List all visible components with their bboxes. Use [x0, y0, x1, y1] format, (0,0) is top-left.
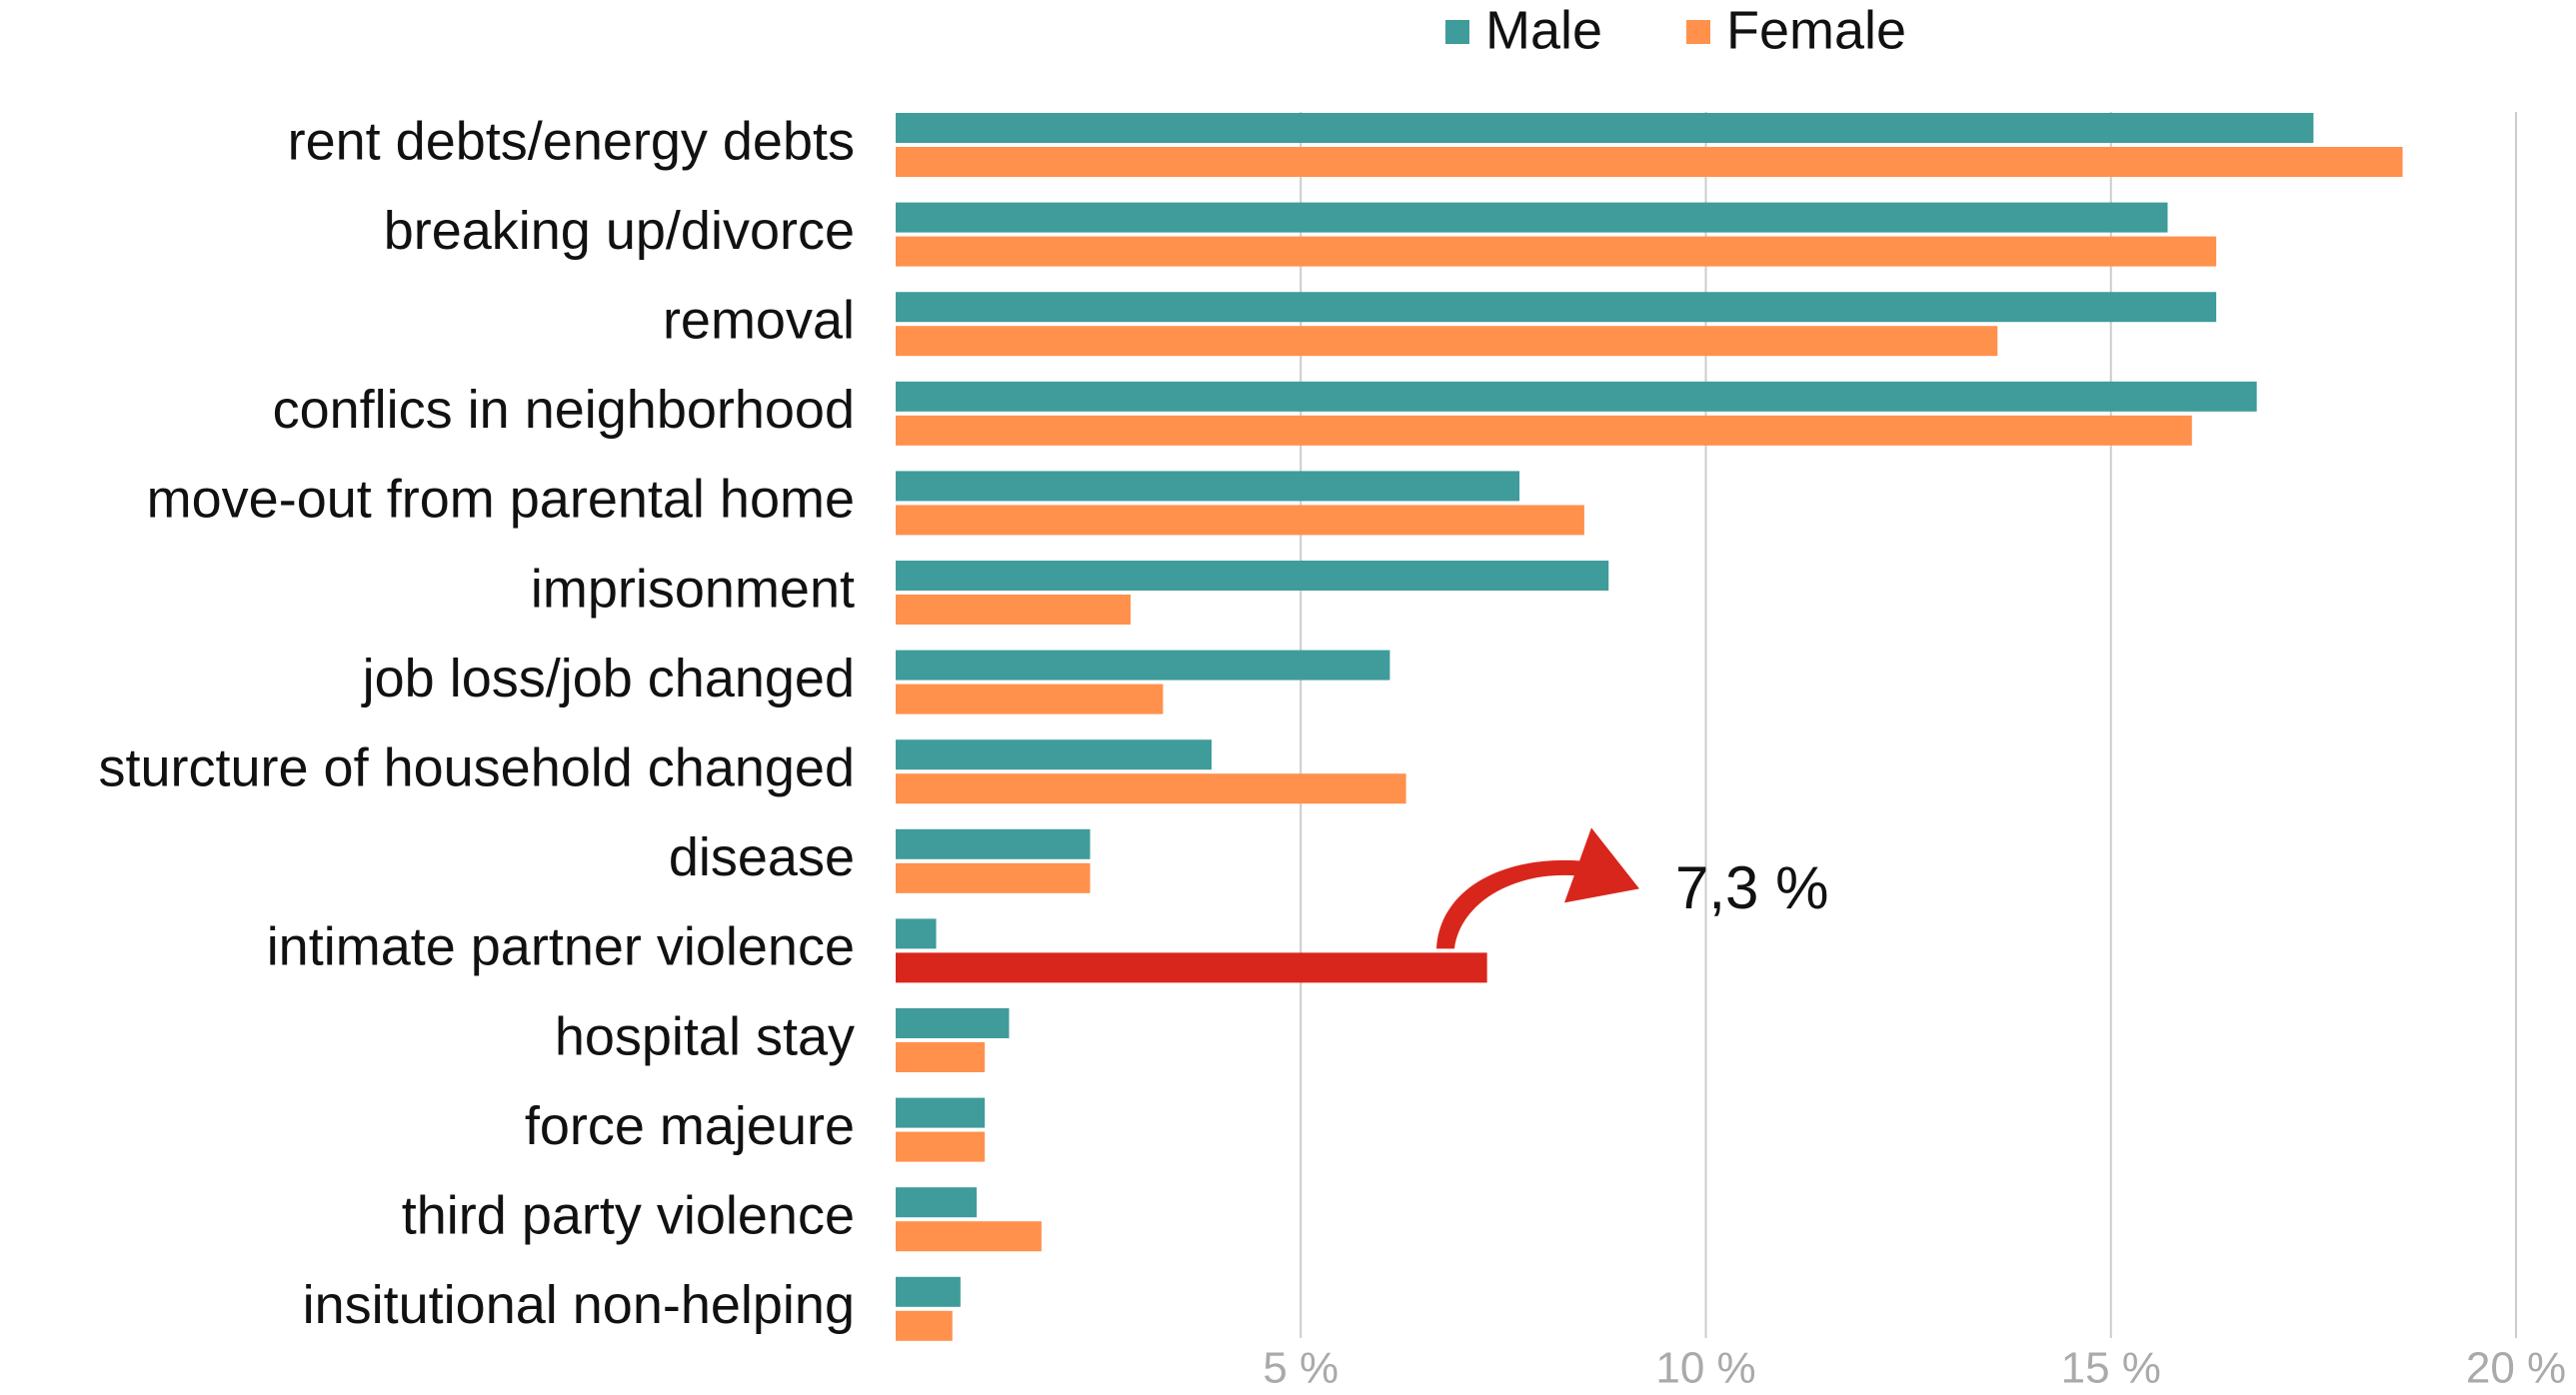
bar: [896, 1221, 1042, 1252]
legend-swatch: [1445, 20, 1469, 44]
category-label: rent debts/energy debts: [288, 111, 855, 171]
category-label: sturcture of household changed: [98, 737, 855, 797]
bar: [896, 113, 2314, 143]
x-tick-label: 10 %: [1655, 1344, 1755, 1393]
category-label: breaking up/divorce: [384, 201, 855, 261]
bar: [896, 952, 1487, 983]
bar: [896, 739, 1213, 770]
bar: [896, 326, 1998, 357]
category-label: third party violence: [402, 1185, 855, 1245]
bar: [896, 471, 1520, 502]
legend-swatch: [1686, 20, 1710, 44]
bar: [896, 505, 1584, 536]
category-label: insitutional non-helping: [303, 1275, 855, 1335]
x-tick-label: 5 %: [1263, 1344, 1338, 1393]
category-label: hospital stay: [555, 1006, 855, 1066]
bar: [896, 1008, 1010, 1038]
category-label: imprisonment: [531, 559, 855, 619]
bar: [896, 862, 1091, 893]
annotation-arrow: [1436, 859, 1579, 949]
bar: [896, 236, 2217, 267]
bar: [896, 595, 1132, 625]
bar: [896, 1042, 986, 1072]
bar: [896, 1310, 953, 1341]
x-tick-label: 20 %: [2466, 1344, 2566, 1393]
legend-label: Female: [1726, 0, 1906, 60]
bar: [896, 415, 2192, 446]
category-label: intimate partner violence: [267, 917, 855, 977]
bar: [896, 561, 1609, 591]
category-label: disease: [669, 827, 855, 887]
bar: [896, 773, 1406, 804]
annotation-arrowhead: [1564, 827, 1639, 903]
bar: [896, 147, 2403, 177]
bar: [896, 828, 1091, 859]
category-label: job loss/job changed: [361, 649, 855, 708]
bar: [896, 381, 2257, 412]
x-tick-label: 15 %: [2061, 1344, 2161, 1393]
category-label: removal: [663, 290, 855, 350]
bar: [896, 918, 937, 949]
annotation: 7,3 %: [1675, 854, 1828, 921]
bar: [896, 650, 1390, 681]
bar: [896, 1131, 986, 1162]
bar: [896, 1187, 978, 1218]
legend-label: Male: [1485, 0, 1602, 60]
bar: [896, 202, 2168, 233]
bar: [896, 1097, 986, 1128]
bar: [896, 292, 2217, 323]
category-label: move-out from parental home: [147, 470, 855, 530]
category-label: force majeure: [525, 1096, 855, 1156]
bar: [896, 684, 1164, 714]
bar: [896, 1276, 961, 1307]
category-label: conflics in neighborhood: [273, 380, 855, 440]
